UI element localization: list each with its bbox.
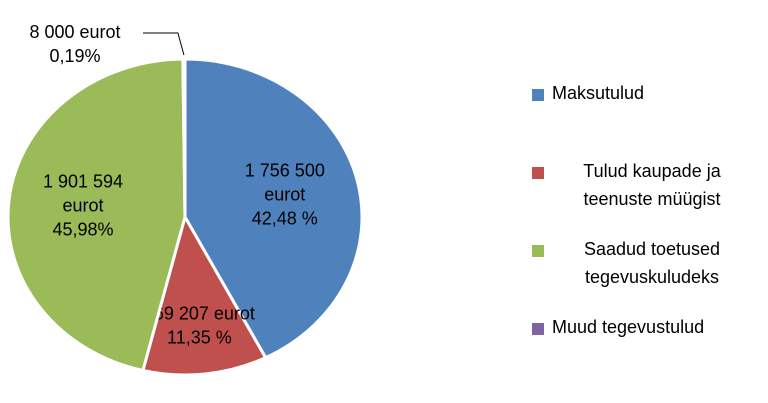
legend-swatch <box>532 323 544 335</box>
legend: Maksutulud Tulud kaupade ja teenuste müüg… <box>528 83 764 396</box>
data-label: 8 000 eurot <box>29 22 120 42</box>
data-label: 0,19% <box>49 46 100 66</box>
data-label: 42,48 % <box>252 208 318 228</box>
legend-label: Tulud kaupade ja teenuste müügist <box>583 161 721 209</box>
legend-label: Saadud toetused tegevuskuludeks <box>583 239 721 287</box>
legend-swatch <box>532 245 544 257</box>
legend-item: Tulud kaupade ja teenuste müügist <box>528 161 764 240</box>
data-label: eurot <box>62 195 103 215</box>
legend-item: Maksutulud <box>528 83 764 162</box>
leader-line <box>143 32 185 56</box>
data-label: 45,98% <box>52 219 113 239</box>
legend-item: Saadud toetused tegevuskuludeks <box>528 239 764 318</box>
pie-slice <box>6 57 187 373</box>
legend-label: Maksutulud <box>552 83 645 103</box>
legend-item: Muud tegevustulud <box>528 317 764 396</box>
data-label: 1 756 500 <box>245 160 325 180</box>
data-label: 11,35 % <box>167 328 232 348</box>
pie-slice <box>181 57 187 218</box>
legend-swatch <box>532 167 544 179</box>
legend-swatch <box>532 89 544 101</box>
legend-label: Muud tegevustulud <box>552 317 705 337</box>
data-label: 1 901 594 <box>43 171 123 191</box>
data-label: 469 207 eurot <box>144 304 255 324</box>
data-label: eurot <box>264 184 305 204</box>
pie-slice <box>183 57 364 360</box>
pie-slice <box>141 213 268 377</box>
